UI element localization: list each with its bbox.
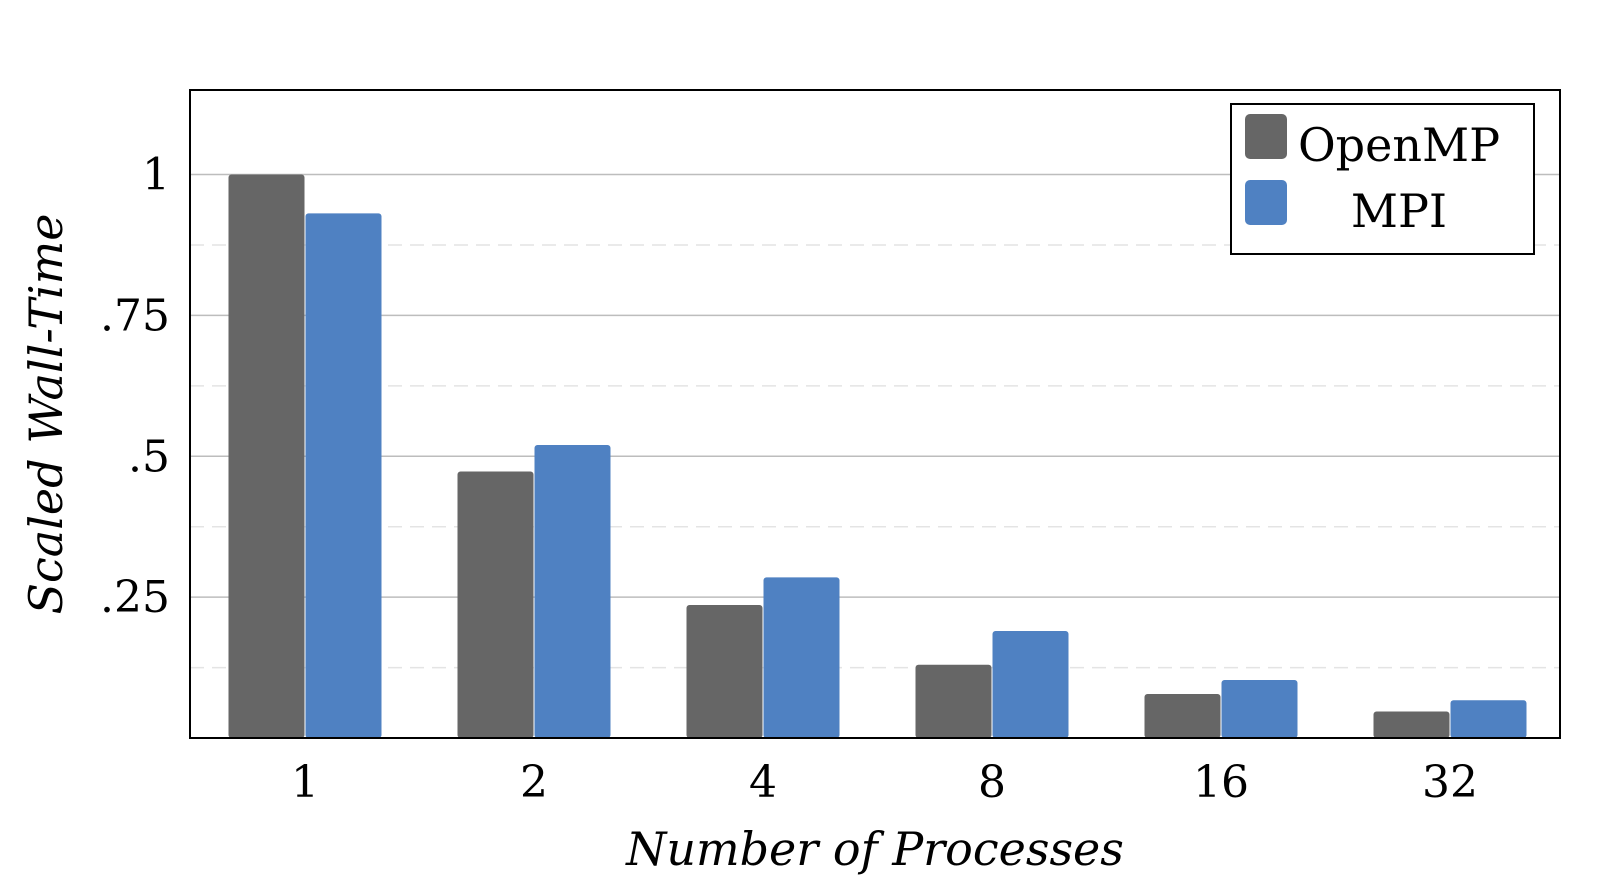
bar-openmp-1: [228, 174, 305, 739]
bar-openmp-8: [915, 664, 992, 738]
bar-openmp-2: [457, 471, 534, 738]
bar-openmp-16: [1144, 694, 1221, 738]
bar-mpi-1: [305, 213, 382, 738]
y-tick-labels: .25 .5 .75 1: [100, 150, 170, 624]
grid-layer: [190, 173, 1560, 669]
bar-mpi-4: [763, 577, 840, 738]
bar-mpi-16: [1221, 679, 1298, 738]
x-tick-label-2: 2: [520, 757, 548, 808]
bar-mpi-2: [534, 444, 611, 738]
bar-openmp-32: [1373, 711, 1450, 738]
y-tick-label-3: 1: [142, 150, 170, 201]
x-axis-title: Number of Processes: [625, 822, 1124, 876]
legend-label-openmp: OpenMP: [1298, 118, 1500, 172]
y-tick-label-1: .5: [128, 431, 170, 482]
legend-swatch-openmp: [1245, 114, 1287, 159]
legend: OpenMP MPI: [1230, 103, 1535, 255]
bar-openmp-4: [686, 605, 763, 738]
legend-swatch-mpi: [1245, 180, 1287, 225]
bar-mpi-32: [1450, 700, 1527, 738]
x-tick-labels: 1 2 4 8 16 32: [291, 757, 1478, 808]
bar-mpi-8: [992, 630, 1069, 738]
bars-layer: [228, 174, 1527, 739]
y-tick-label-0: .25: [100, 572, 170, 623]
legend-label-mpi: MPI: [1351, 184, 1447, 238]
x-tick-label-16: 16: [1193, 757, 1249, 808]
x-tick-label-8: 8: [978, 757, 1006, 808]
x-tick-label-4: 4: [749, 757, 777, 808]
y-tick-label-2: .75: [100, 290, 170, 341]
x-tick-label-1: 1: [291, 757, 319, 808]
x-tick-label-32: 32: [1422, 757, 1478, 808]
y-axis-title: Scaled Wall-Time: [19, 214, 73, 615]
plot-frame: [189, 89, 1561, 739]
